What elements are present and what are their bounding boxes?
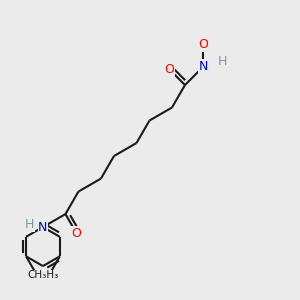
Text: N: N	[199, 60, 208, 73]
Text: H: H	[25, 218, 34, 231]
Text: CH₃: CH₃	[28, 271, 47, 281]
Text: O: O	[72, 227, 81, 240]
Text: CH₃: CH₃	[39, 271, 58, 281]
Text: O: O	[198, 38, 208, 51]
Text: N: N	[38, 220, 48, 234]
Text: H: H	[218, 55, 227, 68]
Text: O: O	[164, 63, 174, 76]
